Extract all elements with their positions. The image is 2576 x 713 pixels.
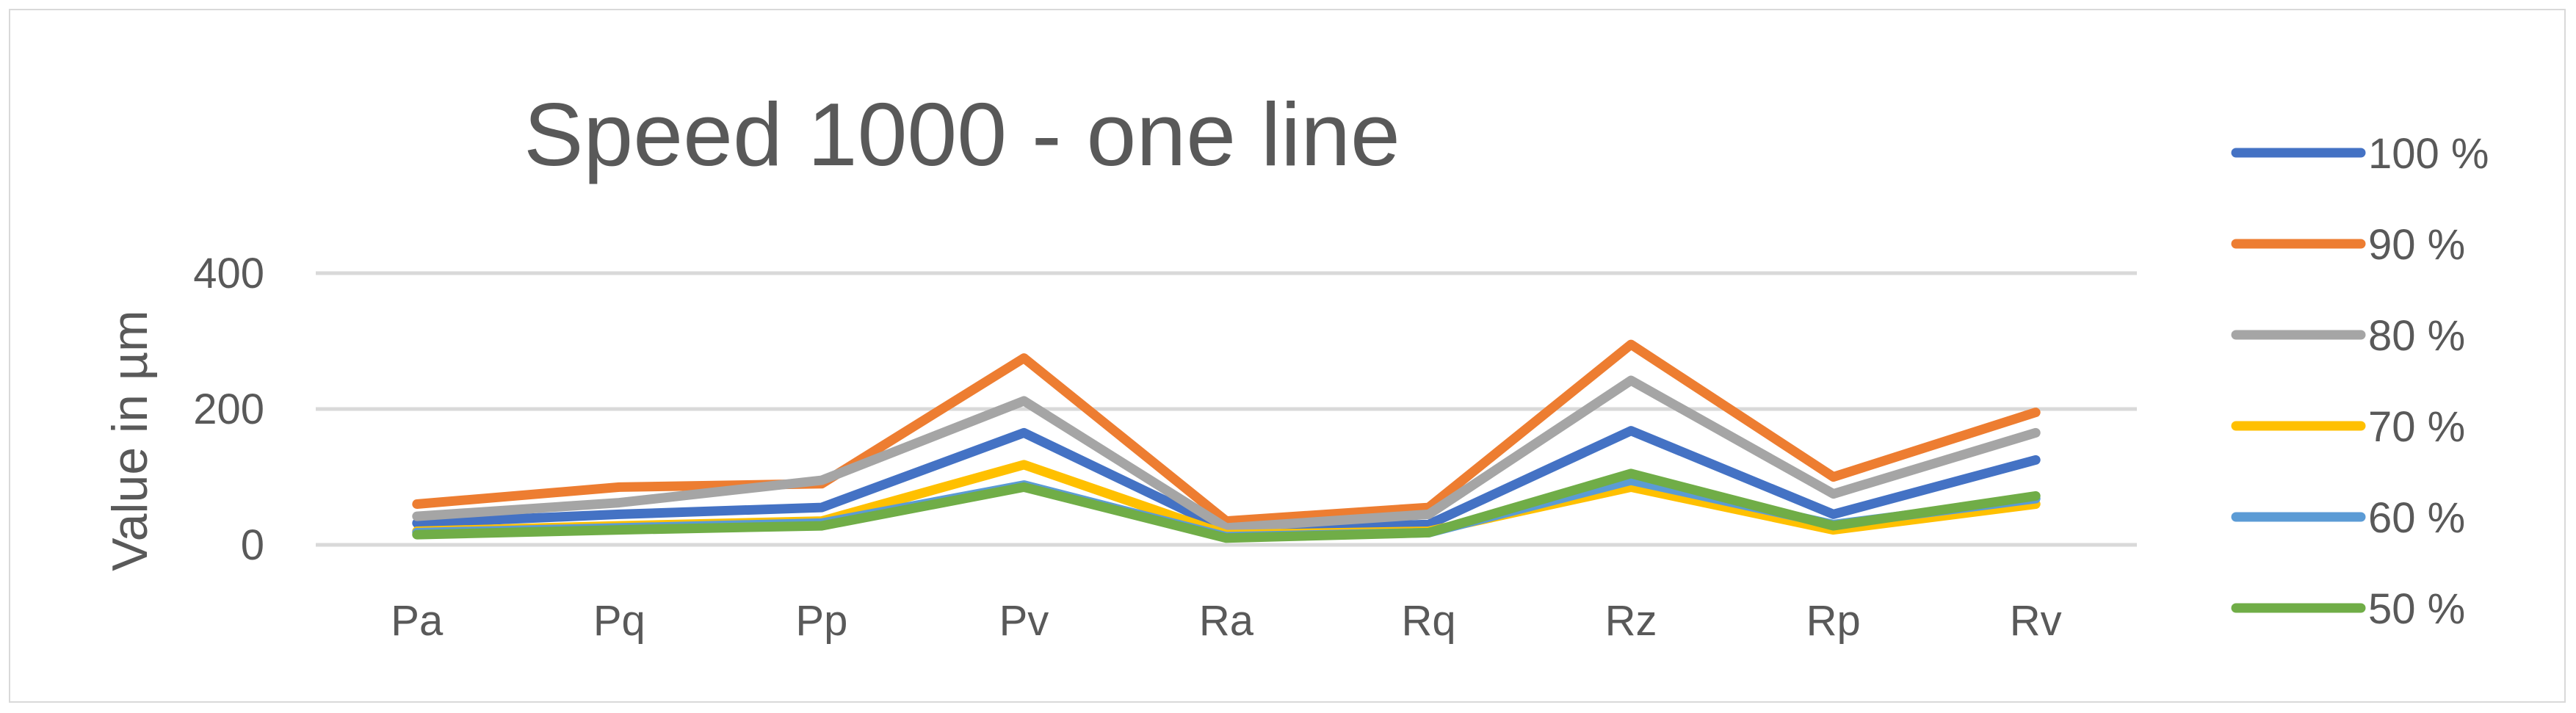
x-tick-label: Rq [1401,597,1455,645]
y-tick-label: 400 [193,250,264,297]
legend-label: 80 % [2368,312,2465,360]
legend: 100 % 90 % 80 % 70 % 60 % 50 % [2231,130,2489,633]
x-tick-label: Pv [999,597,1049,645]
gridlines [316,271,2137,547]
x-axis-ticks: Pa Pq Pp Pv Ra Rq Rz Rp Rv [391,597,2061,645]
x-tick-label: Rv [2010,597,2062,645]
y-axis-ticks: 0 200 400 [193,250,264,569]
chart-title: Speed 1000 - one line [524,84,1400,184]
y-tick-label: 0 [241,521,264,569]
y-tick-label: 200 [193,386,264,433]
legend-label: 100 % [2368,130,2489,178]
x-tick-label: Rz [1605,597,1657,645]
x-tick-label: Ra [1199,597,1254,645]
series-line-90 [412,339,2041,526]
legend-label: 60 % [2368,494,2465,542]
legend-label: 90 % [2368,221,2465,269]
series-line-80 [412,375,2041,533]
y-axis-title: Value in µm [102,310,158,571]
chart-frame [9,9,2566,703]
series-lines [412,339,2041,543]
legend-label: 70 % [2368,403,2465,451]
legend-label: 50 % [2368,585,2465,633]
x-tick-label: Rp [1806,597,1861,645]
x-tick-label: Pq [593,597,645,645]
series-line-50 [412,468,2041,543]
x-tick-label: Pp [795,597,847,645]
x-tick-label: Pa [391,597,444,645]
